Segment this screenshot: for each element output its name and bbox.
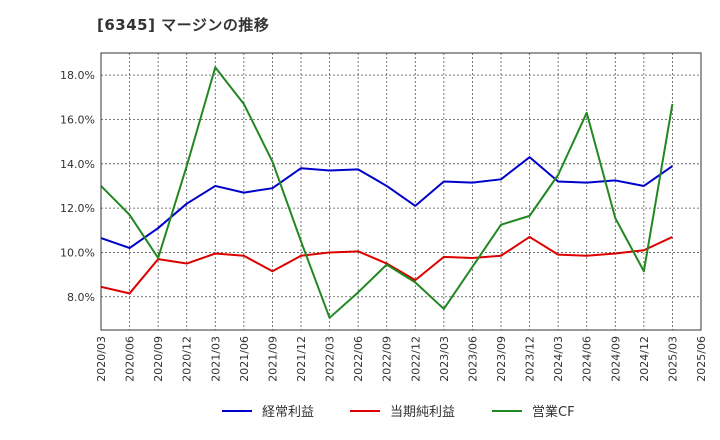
- y-tick-label: 14.0%: [60, 158, 95, 171]
- x-tick-label: 2021/06: [238, 336, 251, 382]
- legend-label-3: 営業CF: [532, 404, 575, 420]
- x-tick-label: 2020/09: [152, 336, 165, 382]
- x-tick-label: 2022/09: [381, 336, 394, 382]
- x-tick-label: 2023/12: [524, 336, 537, 382]
- y-tick-label: 16.0%: [60, 113, 95, 126]
- series-line-1: [100, 156, 674, 250]
- y-tick-label: 10.0%: [60, 246, 95, 259]
- x-tick-label: 2024/12: [638, 336, 651, 382]
- x-tick-label: 2022/03: [324, 336, 337, 382]
- x-tick-label: 2020/12: [181, 336, 194, 382]
- x-tick-label: 2021/12: [295, 336, 308, 382]
- chart-title: [6345] マージンの推移: [97, 16, 270, 34]
- y-tick-label: 12.0%: [60, 202, 95, 215]
- series-line-2: [100, 235, 673, 295]
- x-tick-label: 2024/09: [609, 336, 622, 382]
- x-tick-label: 2024/03: [552, 336, 565, 382]
- x-tick-label: 2025/06: [695, 336, 708, 382]
- x-tick-label: 2022/12: [409, 336, 422, 382]
- legend-label-2: 当期純利益: [390, 405, 455, 420]
- y-tick-label: 8.0%: [67, 291, 95, 304]
- x-tick-label: 2023/06: [466, 336, 479, 382]
- axis-layer: 8.0% 10.0% 12.0% 14.0% 16.0% 18.0% 2020/03 2020…: [60, 52, 708, 382]
- legend-label-1: 経常利益: [262, 405, 314, 420]
- x-tick-label: 2023/03: [438, 336, 451, 382]
- x-tick-label: 2021/09: [266, 336, 279, 382]
- x-tick-label: 2024/06: [581, 336, 594, 382]
- x-tick-label: 2022/06: [352, 336, 365, 382]
- y-tick-label: 18.0%: [60, 69, 95, 82]
- x-tick-label: 2023/09: [495, 336, 508, 382]
- grid-layer: [101, 53, 701, 330]
- x-tick-label: 2020/03: [95, 336, 108, 382]
- x-tick-label: 2020/06: [124, 336, 137, 382]
- series-layer: [100, 66, 674, 319]
- x-tick-label: 2025/03: [666, 336, 679, 382]
- plot-frame: [100, 52, 702, 331]
- x-tick-label: 2021/03: [209, 336, 222, 382]
- series-line-3: [100, 66, 674, 319]
- legend: 経常利益 当期純利益 営業CF: [222, 404, 575, 420]
